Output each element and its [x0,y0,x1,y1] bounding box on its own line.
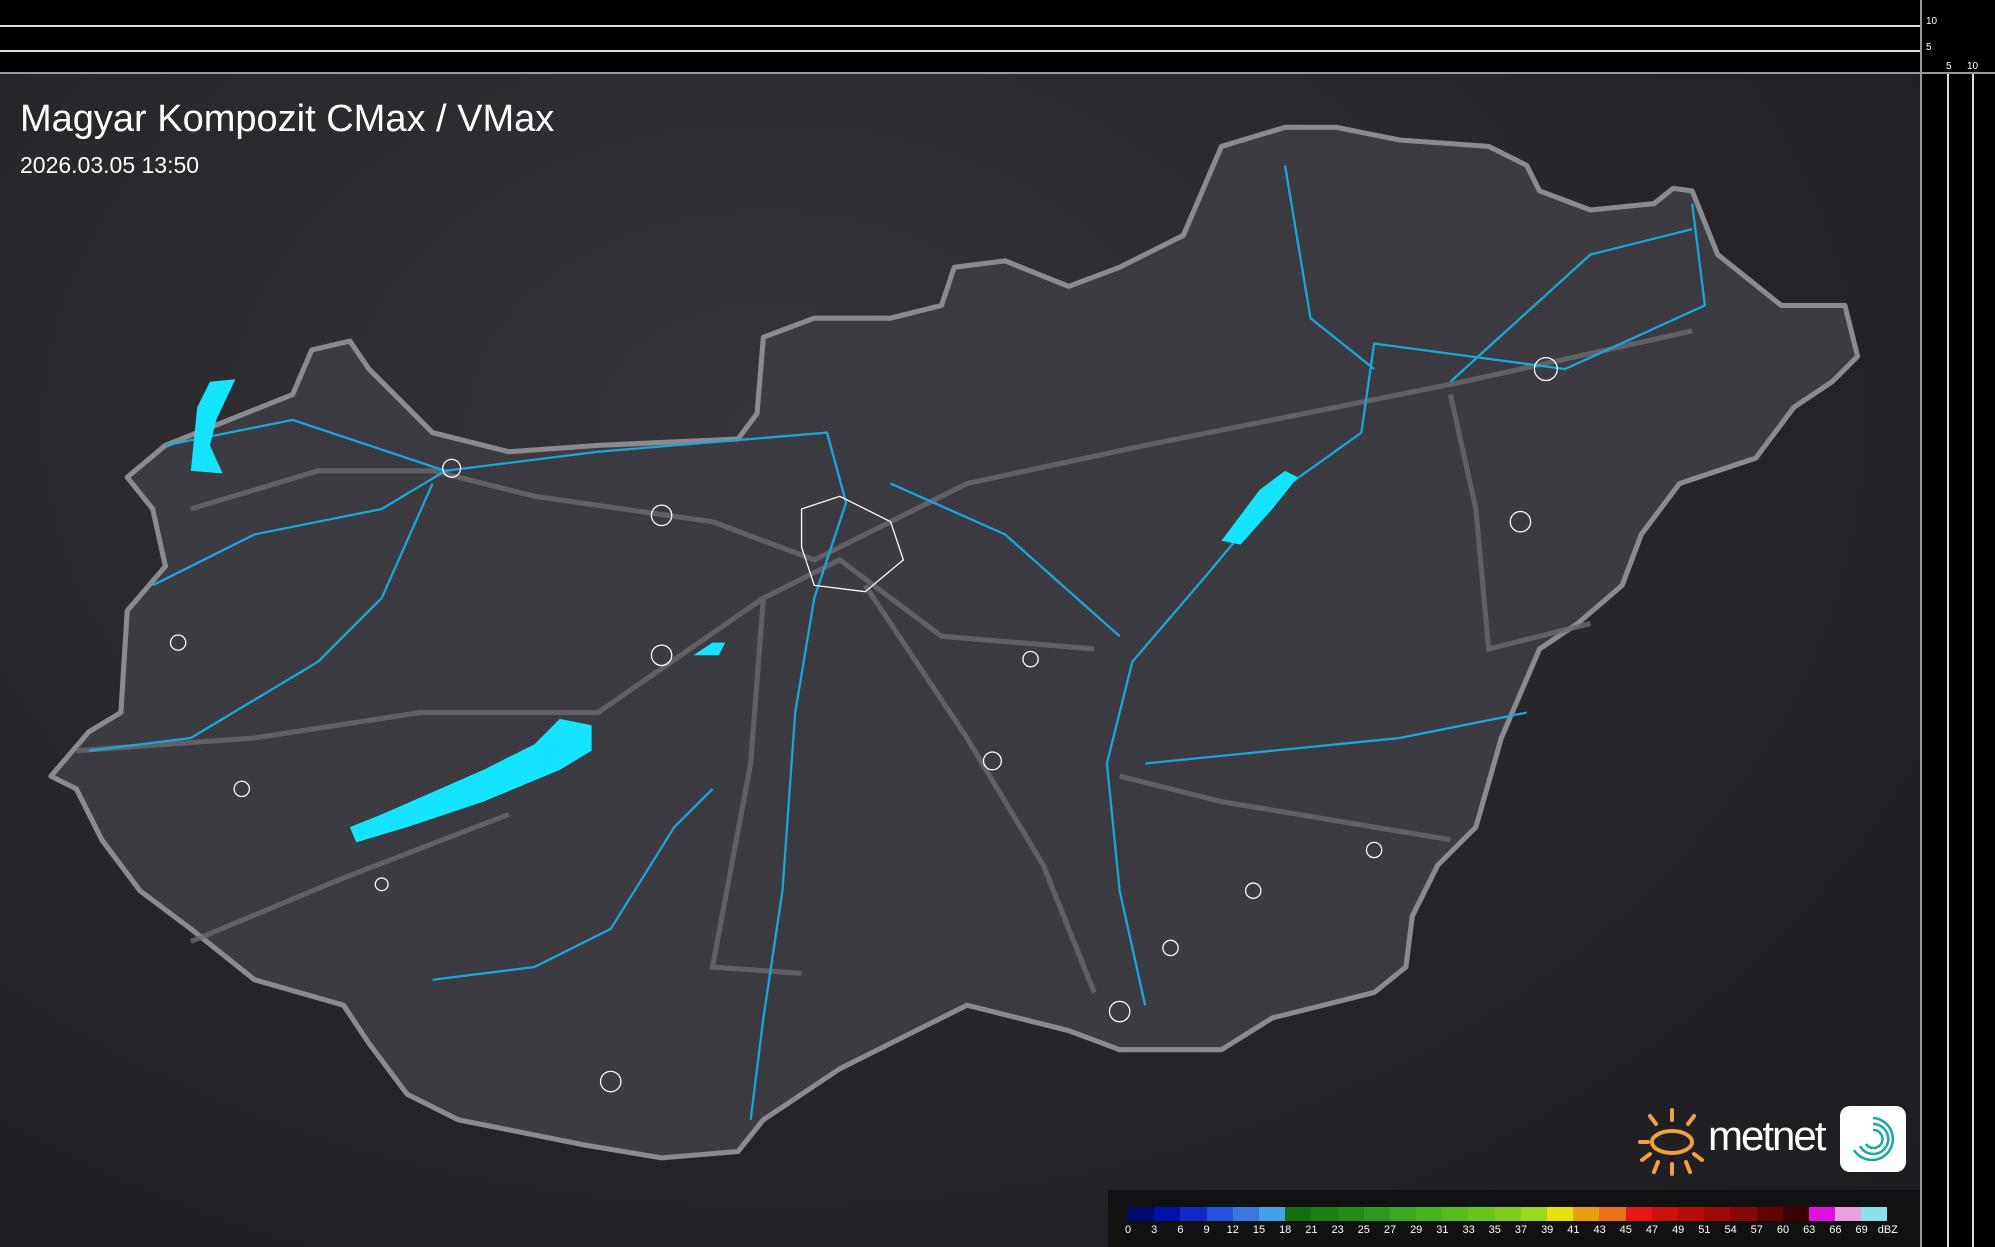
scale-line-10 [0,25,1920,27]
scale-tick: 5 [1926,42,1932,53]
timestamp: 2026.03.05 13:50 [20,152,200,178]
scale-vline-5 [1947,74,1949,1247]
legend-swatch [1180,1207,1207,1221]
scale-line-5 [0,50,1920,52]
legend-swatch [1808,1207,1836,1221]
legend-swatch [1285,1207,1312,1221]
legend-swatch [1468,1207,1495,1221]
legend-swatch [1756,1207,1783,1221]
legend-label: 35 [1488,1224,1501,1236]
legend-label: 31 [1436,1224,1449,1236]
dbz-legend: 0 3 6 9 12 15 18 21 23 25 27 29 31 33 35 37 39 41 43 45 47 49… [1108,1190,1920,1247]
scale-tick: 5 [1946,61,1952,72]
legend-swatch [1782,1207,1809,1221]
legend-label: 9 [1203,1224,1210,1236]
legend-labels: 0 3 6 9 12 15 18 21 23 25 27 29 31 33 35 37 39 41 43 45 47 49… [1124,1224,1918,1238]
legend-label: 45 [1619,1224,1632,1236]
legend-swatch [1416,1207,1443,1221]
legend-color-bar [1128,1207,1888,1221]
legend-swatch [1206,1207,1233,1221]
legend-swatch [1677,1207,1705,1221]
county-borders [76,328,1693,994]
legend-swatch [1363,1207,1390,1221]
legend-swatch [1442,1207,1469,1221]
legend-swatch [1337,1207,1364,1221]
app-icon [1840,1106,1906,1172]
top-scale-bar [0,0,1920,74]
legend-swatch [1389,1207,1417,1221]
legend-label: 57 [1750,1224,1763,1236]
legend-swatch [1520,1207,1547,1221]
legend-label: 41 [1567,1224,1580,1236]
legend-swatch [1704,1207,1731,1221]
scale-tick: 10 [1926,16,1938,27]
legend-swatch [1494,1207,1521,1221]
legend-label: 54 [1724,1224,1737,1236]
legend-label: 6 [1177,1224,1184,1236]
legend-swatch [1547,1207,1574,1221]
legend-label: 29 [1410,1224,1423,1236]
legend-label: 3 [1151,1224,1158,1236]
legend-label: 49 [1672,1224,1685,1236]
scale-vline-10 [1972,74,1974,1247]
hungary-country [48,124,1861,1161]
legend-swatch [1573,1207,1600,1221]
city-outlines [169,356,1558,1093]
legend-label: 23 [1331,1224,1344,1236]
legend-label: 0 [1124,1224,1132,1236]
legend-swatch [1651,1207,1678,1221]
legend-swatch [1861,1207,1888,1221]
legend-swatch [1232,1207,1259,1221]
legend-swatch [1835,1207,1862,1221]
rivers [88,165,1707,1120]
legend-label: 37 [1514,1224,1528,1236]
legend-label: 12 [1226,1224,1239,1236]
legend-swatch [1311,1207,1338,1221]
scale-tick: 10 [1967,61,1979,72]
lake-tisza [1221,470,1298,545]
lake-balaton [349,718,592,843]
legend-label: 27 [1383,1224,1397,1236]
water-bodies [190,379,1298,843]
sun-icon [1638,1108,1704,1176]
legend-label: 33 [1462,1224,1475,1236]
legend-swatch [1154,1207,1181,1221]
legend-label: 66 [1829,1224,1842,1236]
metnet-logo: metnet [1636,1104,1908,1176]
budapest-outline [800,495,905,593]
legend-swatch [1730,1207,1757,1221]
danube-river [165,418,848,1120]
legend-label: 21 [1305,1224,1318,1236]
legend-label: 47 [1645,1224,1659,1236]
legend-label: 63 [1803,1224,1816,1236]
legend-swatch [1599,1207,1626,1221]
logo-text: metnet [1708,1112,1826,1159]
legend-swatch [1128,1207,1155,1221]
lake-velence [693,642,726,656]
legend-label: 51 [1698,1224,1711,1236]
legend-label: 39 [1541,1224,1554,1236]
right-scale-bar: 10 5 5 10 [1920,0,1995,1247]
legend-label: 25 [1357,1224,1370,1236]
map-title: Magyar Kompozit CMax / VMax [20,98,555,140]
legend-label: 18 [1279,1224,1292,1236]
legend-label: 43 [1593,1224,1606,1236]
lake-ferto [190,379,236,474]
legend-label: 60 [1776,1224,1790,1236]
legend-swatch [1258,1207,1286,1221]
legend-swatch [1625,1207,1652,1221]
legend-label: 69 [1855,1224,1868,1236]
legend-unit: dBZ [1877,1224,1898,1236]
legend-label: 15 [1252,1224,1266,1236]
